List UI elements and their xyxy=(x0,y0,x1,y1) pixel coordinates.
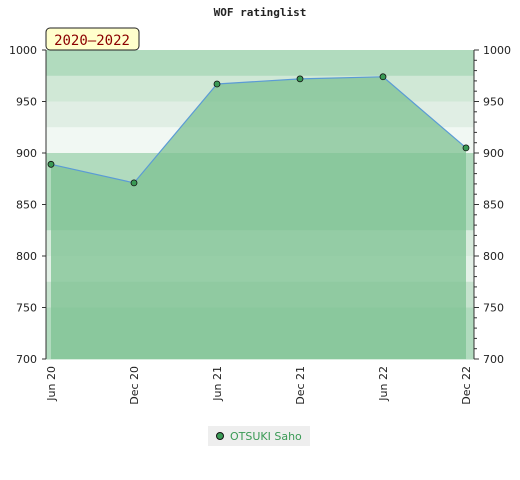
y-tick-label-left: 750 xyxy=(16,302,37,315)
data-point xyxy=(296,75,304,83)
y-tick-label-left: 900 xyxy=(16,147,37,160)
legend: OTSUKI Saho xyxy=(208,426,310,446)
data-point xyxy=(379,73,387,81)
data-point xyxy=(130,179,138,187)
y-tick-label-right: 950 xyxy=(483,96,504,109)
period-badge-label: 2020–2022 xyxy=(54,33,130,49)
x-tick-label: Dec 22 xyxy=(460,366,473,405)
y-tick-label-left: 800 xyxy=(16,250,37,263)
legend-series-label: OTSUKI Saho xyxy=(230,429,302,443)
y-tick-label-left: 950 xyxy=(16,96,37,109)
background-band xyxy=(46,50,474,77)
y-tick-label-right: 1000 xyxy=(483,44,511,57)
data-point xyxy=(462,144,470,152)
data-point xyxy=(213,80,221,88)
x-tick-label: Jun 20 xyxy=(45,366,58,402)
y-tick-label-right: 850 xyxy=(483,199,504,212)
y-tick-label-right: 800 xyxy=(483,250,504,263)
y-tick-label-right: 750 xyxy=(483,302,504,315)
axes: 700 700 750 750 800 800 850 850 900 900 950 950 1000… xyxy=(9,44,511,405)
x-tick-label: Dec 21 xyxy=(294,366,307,405)
y-tick-label-left: 700 xyxy=(16,353,37,366)
y-tick-label-right: 700 xyxy=(483,353,504,366)
y-tick-label-left: 850 xyxy=(16,199,37,212)
data-point xyxy=(47,160,55,168)
x-tick-label: Jun 21 xyxy=(211,366,224,402)
chart-title: WOF ratinglist xyxy=(214,6,307,19)
series-area xyxy=(51,76,466,359)
legend-marker-icon xyxy=(216,432,224,440)
x-tick-label: Jun 22 xyxy=(377,366,390,402)
y-tick-label-left: 1000 xyxy=(9,44,37,57)
y-tick-label-right: 900 xyxy=(483,147,504,160)
series-markers xyxy=(47,73,470,187)
period-badge: 2020–2022 xyxy=(45,27,140,51)
series-line xyxy=(50,76,467,184)
x-tick-label: Dec 20 xyxy=(128,366,141,405)
